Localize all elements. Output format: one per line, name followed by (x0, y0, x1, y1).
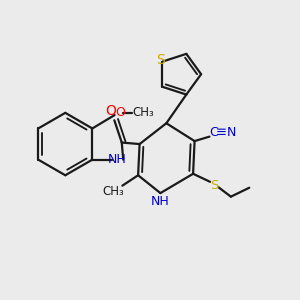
Text: O: O (115, 106, 125, 119)
Text: S: S (211, 179, 219, 192)
Text: NH: NH (151, 195, 170, 208)
Text: ≡: ≡ (216, 126, 227, 139)
Text: NH: NH (107, 153, 126, 166)
Text: S: S (157, 53, 165, 67)
Text: C: C (209, 126, 218, 139)
Text: N: N (227, 126, 236, 139)
Text: O: O (105, 104, 116, 118)
Text: CH₃: CH₃ (132, 106, 154, 119)
Text: CH₃: CH₃ (103, 184, 124, 197)
